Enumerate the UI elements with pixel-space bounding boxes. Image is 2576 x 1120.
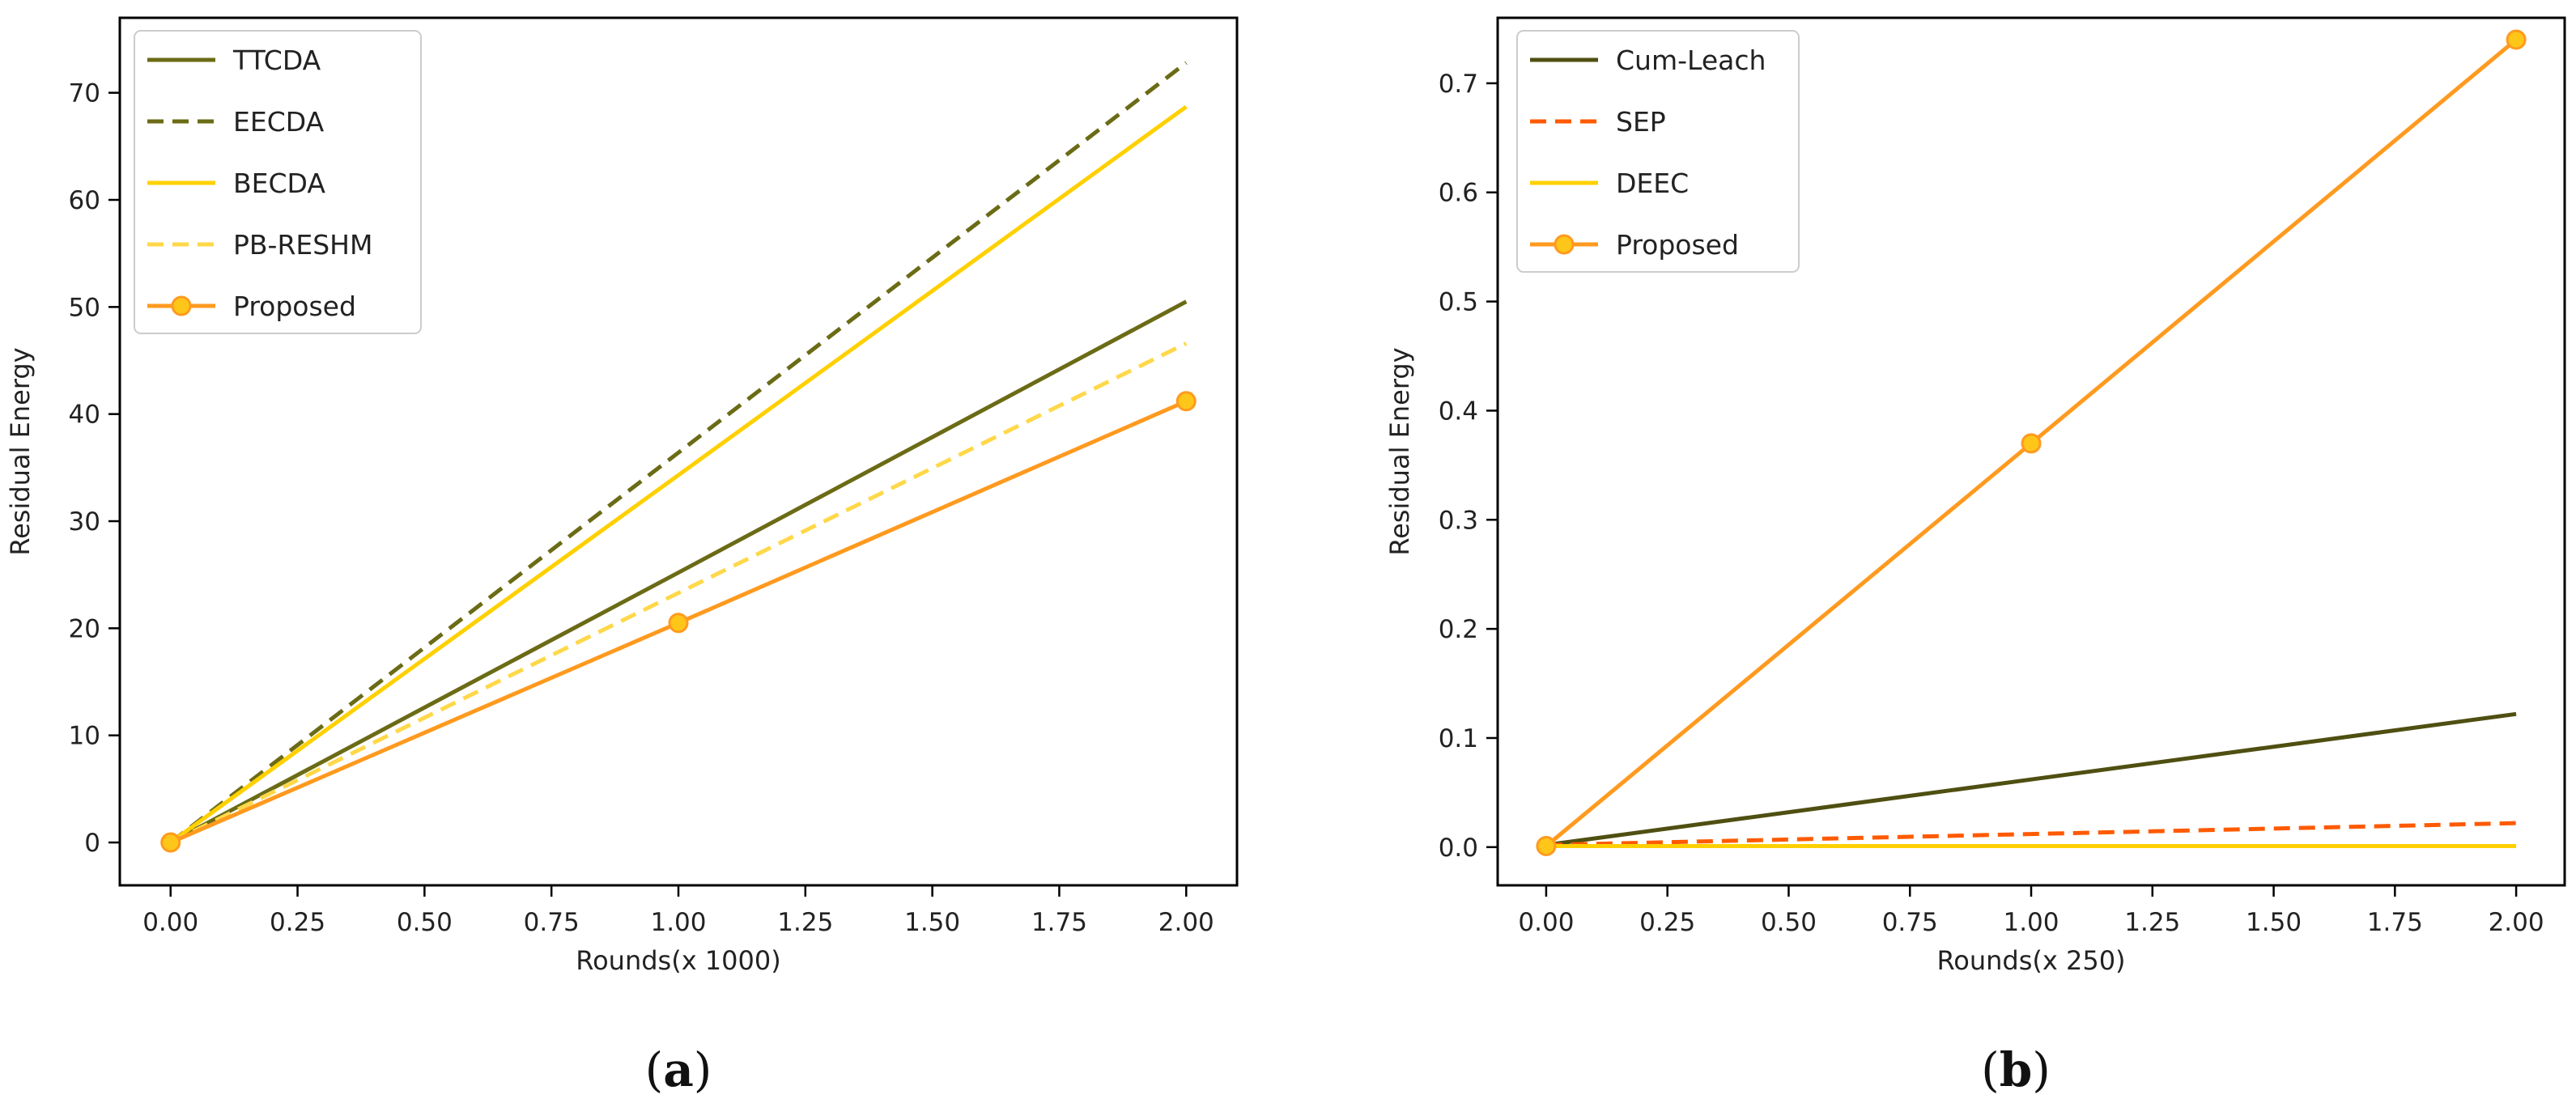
x-tick-label: 1.75 xyxy=(2367,908,2423,937)
panel-b: 0.00 0.25 0.50 0.75 1.00 1.25 1.50 1.75 2.00 0.0… xyxy=(1384,16,2566,1097)
panel-b-legend: Cum-Leach SEP DEEC Proposed xyxy=(1516,30,1800,273)
x-tick-label: 0.00 xyxy=(1518,908,1574,937)
legend-label: BECDA xyxy=(233,168,325,199)
panel-b-y-label: Residual Energy xyxy=(1384,347,1415,555)
panel-b-series xyxy=(1536,29,2527,856)
y-tick-label: 0.7 xyxy=(1439,70,1478,99)
series-marker xyxy=(2021,433,2042,454)
panel-a-series xyxy=(160,61,1197,853)
panel-b-y-axis: 0.0 0.1 0.2 0.3 0.4 0.5 0.6 0.7 xyxy=(1439,70,1498,863)
y-tick-label: 40 xyxy=(69,401,100,430)
series-line-ttcda xyxy=(169,299,1188,845)
y-tick-label: 0.4 xyxy=(1439,397,1478,426)
x-tick-label: 2.00 xyxy=(2489,908,2544,937)
x-tick-label: 0.00 xyxy=(142,908,198,937)
y-tick-label: 30 xyxy=(69,507,100,537)
panel-a-legend: TTCDA EECDA BECDA PB-RESHM Proposed xyxy=(134,30,422,334)
x-tick-label: 0.25 xyxy=(1639,908,1695,937)
panel-b-caption: (b) xyxy=(1981,1042,2051,1097)
panel-a-x-axis: 0.00 0.25 0.50 0.75 1.00 1.25 1.50 1.75 2.00 xyxy=(142,885,1214,937)
series-line-eecda xyxy=(169,61,1188,845)
y-tick-label: 70 xyxy=(69,79,100,108)
panel-a-y-label: Residual Energy xyxy=(5,347,36,555)
x-tick-label: 0.50 xyxy=(397,908,453,937)
x-tick-label: 1.00 xyxy=(650,908,706,937)
x-tick-label: 1.00 xyxy=(2003,908,2059,937)
x-tick-label: 0.25 xyxy=(270,908,325,937)
legend-marker xyxy=(171,295,192,316)
x-tick-label: 1.75 xyxy=(1031,908,1087,937)
y-tick-label: 0 xyxy=(84,829,100,858)
y-tick-label: 0.2 xyxy=(1439,615,1478,644)
legend-label: EECDA xyxy=(233,106,325,138)
panel-a-x-label: Rounds(x 1000) xyxy=(576,945,780,976)
y-tick-label: 60 xyxy=(69,186,100,215)
x-tick-label: 0.75 xyxy=(1882,908,1938,937)
series-line-sep xyxy=(1545,821,2517,847)
x-tick-label: 0.75 xyxy=(524,908,580,937)
y-tick-label: 10 xyxy=(69,722,100,751)
legend-marker xyxy=(1554,234,1575,255)
legend-label: SEP xyxy=(1616,106,1666,138)
legend-box xyxy=(1516,30,1800,273)
panel-a: 0.00 0.25 0.50 0.75 1.00 1.25 1.50 1.75 2.00 0 10… xyxy=(5,16,1239,1097)
x-tick-label: 0.50 xyxy=(1761,908,1817,937)
x-tick-label: 1.25 xyxy=(2124,908,2180,937)
x-tick-label: 1.50 xyxy=(904,908,960,937)
y-tick-label: 0.3 xyxy=(1439,506,1478,535)
panel-a-caption: (a) xyxy=(645,1042,712,1097)
panel-a-y-axis: 0 10 20 30 40 50 60 70 xyxy=(69,79,120,858)
x-tick-label: 2.00 xyxy=(1158,908,1214,937)
series-marker xyxy=(160,832,181,853)
legend-box xyxy=(134,30,422,334)
series-line-pb-reshm xyxy=(169,342,1188,845)
panel-b-x-axis: 0.00 0.25 0.50 0.75 1.00 1.25 1.50 1.75 2.00 xyxy=(1518,885,2544,937)
panel-b-x-label: Rounds(x 250) xyxy=(1936,945,2125,976)
y-tick-label: 0.1 xyxy=(1439,724,1478,753)
legend-label: DEEC xyxy=(1616,168,1689,199)
panel-b-caption-letter: b xyxy=(2000,1042,2033,1097)
legend-label: Cum-Leach xyxy=(1616,45,1766,76)
series-marker xyxy=(1175,391,1197,412)
y-tick-label: 0.6 xyxy=(1439,179,1478,208)
panel-a-caption-letter: a xyxy=(663,1042,694,1097)
legend-label: Proposed xyxy=(233,291,356,322)
y-tick-label: 0.5 xyxy=(1439,288,1478,317)
legend-label: TTCDA xyxy=(232,45,321,76)
legend-label: Proposed xyxy=(1616,229,1739,261)
legend-label: PB-RESHM xyxy=(233,229,372,261)
y-tick-label: 20 xyxy=(69,614,100,643)
series-line-becda xyxy=(169,104,1188,845)
series-marker xyxy=(668,613,689,634)
series-marker xyxy=(2506,29,2527,50)
series-line-cum-leach xyxy=(1545,711,2517,847)
x-tick-label: 1.50 xyxy=(2246,908,2302,937)
y-tick-label: 50 xyxy=(69,293,100,322)
x-tick-label: 1.25 xyxy=(777,908,833,937)
y-tick-label: 0.0 xyxy=(1439,834,1478,863)
series-marker xyxy=(1536,835,1557,856)
